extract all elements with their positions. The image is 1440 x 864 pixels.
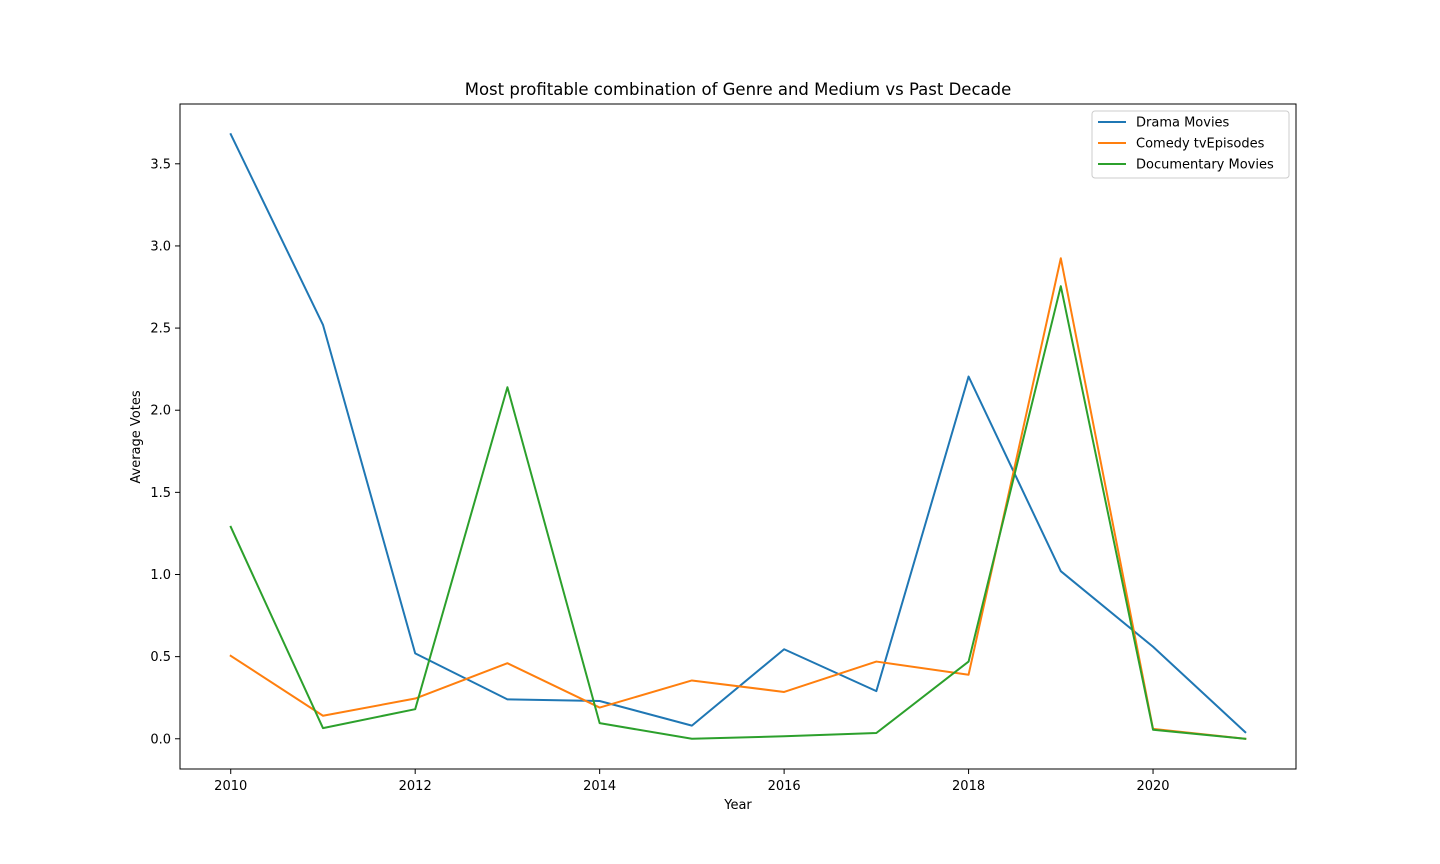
y-tick-label: 1.0 <box>150 568 171 583</box>
y-tick-label: 1.5 <box>150 486 171 501</box>
legend: Drama Movies Comedy tvEpisodes Documentary… <box>1091 110 1290 179</box>
y-tick-label: 2.5 <box>150 322 171 337</box>
plot-area <box>180 104 1296 769</box>
x-axis-label: Year <box>723 798 752 813</box>
y-axis-label: Average Votes <box>129 390 144 483</box>
chart-title: Most profitable combination of Genre and… <box>465 80 1012 99</box>
series-line-2 <box>229 285 1247 740</box>
plot-frame <box>179 103 1297 770</box>
x-tick-label: 2020 <box>1136 779 1169 794</box>
y-tick-label: 3.5 <box>150 157 171 172</box>
legend-label-2: Documentary Movies <box>1136 158 1274 173</box>
series-layer <box>229 132 1247 740</box>
y-tick-label: 3.0 <box>150 239 171 254</box>
legend-label-0: Drama Movies <box>1136 116 1230 131</box>
x-tick-label: 2012 <box>399 779 432 794</box>
y-tick-label: 2.0 <box>150 404 171 419</box>
x-tick-label: 2014 <box>583 779 616 794</box>
y-tick-label: 0.5 <box>150 650 171 665</box>
x-tick-label: 2010 <box>214 779 247 794</box>
legend-label-1: Comedy tvEpisodes <box>1136 137 1265 152</box>
y-axis-ticks: 0.0 0.5 1.0 1.5 2.0 2.5 3.0 3.5 <box>150 157 180 747</box>
x-tick-label: 2016 <box>768 779 801 794</box>
legend-box <box>1091 110 1290 179</box>
series-line-1 <box>229 257 1247 740</box>
series-line-0 <box>229 132 1247 734</box>
x-tick-label: 2018 <box>952 779 985 794</box>
y-tick-label: 0.0 <box>150 732 171 747</box>
x-axis-ticks: 2010 2012 2014 2016 2018 2020 <box>214 769 1170 794</box>
